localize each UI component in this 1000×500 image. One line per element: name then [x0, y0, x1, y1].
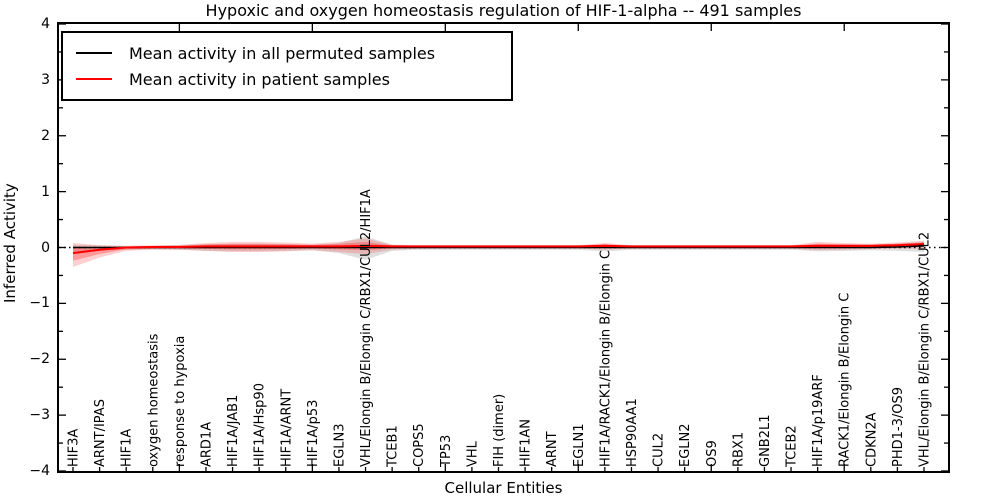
patient-mean-line	[72, 243, 925, 255]
x-tick-label: HIF1A/p53	[306, 400, 321, 467]
x-tick-label: ARNT/IPAS	[93, 399, 108, 467]
x-tick-label: HIF1AN	[519, 419, 534, 467]
x-tick-label: RBX1	[731, 432, 746, 467]
x-tick-label: FIH (dimer)	[492, 394, 507, 467]
x-tick-label: HIF1A/RACK1/Elongin B/Elongin C	[598, 250, 613, 467]
y-tick-label: −2	[29, 351, 50, 368]
y-tick-label: 1	[41, 183, 50, 200]
x-tick-label: RACK1/Elongin B/Elongin C	[838, 293, 853, 467]
x-tick-label: HSP90AA1	[625, 398, 640, 467]
x-tick-label: ARD1A	[199, 422, 214, 467]
legend-entry-label: Mean activity in patient samples	[129, 69, 390, 89]
legend-line-sample	[76, 78, 112, 80]
x-tick-label: EGLN1	[572, 423, 587, 467]
x-tick-label: HIF3A	[67, 429, 82, 467]
y-tick-label: 0	[41, 239, 50, 256]
y-axis-label: Inferred Activity	[1, 183, 19, 303]
chart-canvas: HIF3A ARNT/IPAS HIF1A oxygen homeostasis res…	[59, 24, 948, 471]
x-tick-label: VHL/Elongin B/Elongin C/RBX1/CUL2	[918, 232, 933, 467]
x-tick-label: OS9	[705, 440, 720, 467]
x-tick-label: CUL2	[652, 433, 667, 467]
x-tick-label: VHL	[465, 440, 480, 467]
y-tick-label: 3	[41, 71, 50, 88]
x-tick-label: HIF1A/Hsp90	[253, 383, 268, 467]
x-tick-label: CDKN2A	[864, 412, 879, 467]
legend-line-sample	[76, 52, 112, 54]
x-tick-label: GNB2L1	[758, 414, 773, 467]
legend-entry: Mean activity in all permuted samples	[63, 40, 511, 66]
x-axis-label: Cellular Entities	[444, 479, 563, 497]
x-tick-label: HIF1A	[120, 429, 135, 467]
x-tick-label: ARNT	[545, 431, 560, 467]
y-tick-label: 4	[41, 16, 50, 32]
x-tick-label: TCEB2	[785, 425, 800, 468]
x-tick-label: TCEB1	[386, 425, 401, 468]
patient-samples-confidence-band	[73, 238, 924, 268]
y-tick-label: −3	[29, 407, 50, 424]
x-tick-label: HIF1A/ARNT	[279, 389, 294, 467]
x-tick-label: COPS5	[412, 423, 427, 467]
x-tick-label: HIF1A/p19ARF	[811, 374, 826, 467]
x-tick-label: EGLN2	[678, 423, 693, 467]
x-tick-label: response to hypoxia	[173, 336, 188, 467]
x-tick-label: VHL/Elongin B/Elongin C/RBX1/CUL2/HIF1A	[359, 189, 374, 467]
x-tick-label: oxygen homeostasis	[146, 333, 161, 467]
x-tick-label: PHD1-3/OS9	[891, 387, 906, 467]
y-tick-label: −1	[29, 295, 50, 312]
x-tick-label: TP53	[439, 435, 454, 468]
x-tick-label: EGLN3	[332, 423, 347, 467]
chart-title: Hypoxic and oxygen homeostasis regulatio…	[205, 1, 802, 20]
legend-entry-label: Mean activity in all permuted samples	[129, 43, 436, 63]
legend-entry: Mean activity in patient samples	[63, 66, 511, 92]
y-tick-label: −4	[29, 463, 50, 479]
legend: Mean activity in all permuted samples Mea…	[61, 31, 513, 101]
permuted-mean-line	[73, 245, 925, 249]
y-tick-label: 2	[41, 127, 50, 144]
x-tick-label: HIF1A/JAB1	[226, 395, 241, 467]
